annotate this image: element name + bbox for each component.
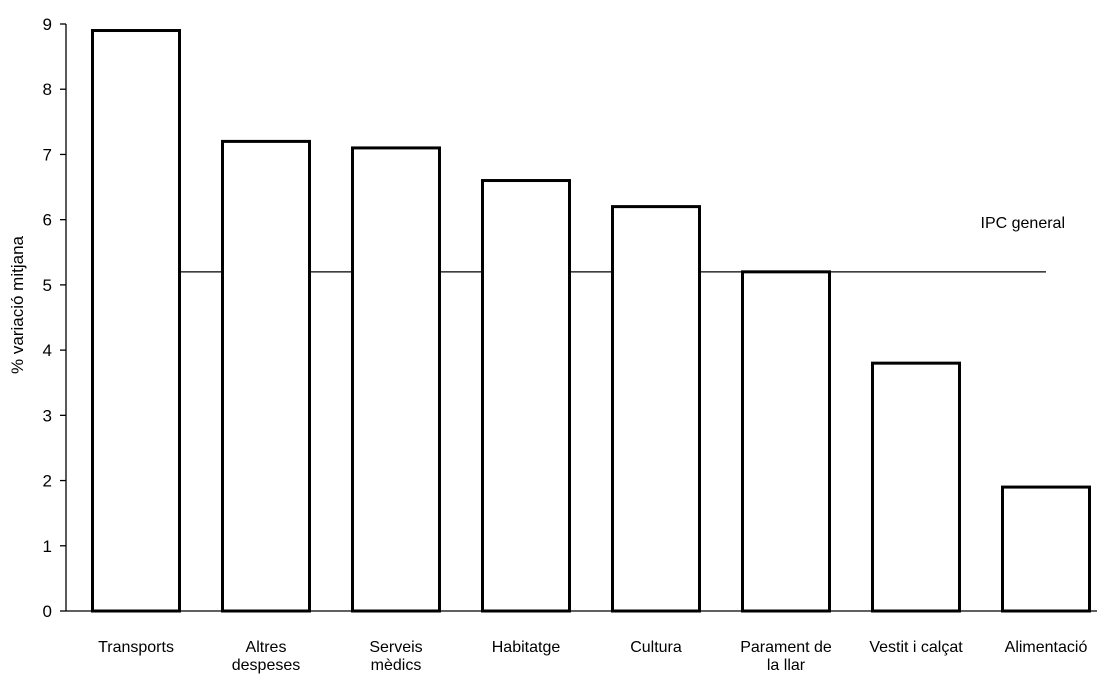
y-tick-label: 9 [43, 15, 52, 34]
x-tick-label: Vestit i calçat [869, 639, 963, 656]
y-tick-label: 4 [43, 341, 52, 360]
bar [741, 270, 831, 613]
x-tick-label: Alimentació [1005, 639, 1088, 656]
y-tick-label: 2 [43, 472, 52, 491]
y-tick-label: 3 [43, 406, 52, 425]
bar [611, 205, 701, 613]
y-tick-label: 8 [43, 80, 52, 99]
bar [91, 29, 181, 613]
x-axis-labels: Transports Altres despeses Serveis mèdics Hab… [98, 639, 1087, 674]
y-axis-label: % variació mitjana [8, 235, 27, 373]
y-tick-label: 5 [43, 276, 52, 295]
bar [1001, 485, 1091, 613]
x-tick-label: Serveis mèdics [369, 639, 422, 674]
ipc-general-label: IPC general [981, 215, 1066, 232]
x-tick-label: Parament de la llar [740, 639, 832, 674]
x-tick-label: Habitatge [492, 639, 561, 656]
bar [481, 179, 571, 613]
bars [91, 29, 1091, 613]
bar [871, 361, 961, 613]
x-tick-label: Cultura [630, 639, 682, 656]
bar [351, 146, 441, 613]
y-tick-label: 6 [43, 211, 52, 230]
bar [221, 139, 311, 613]
y-tick-label: 0 [43, 602, 52, 621]
y-tick-label: 7 [43, 145, 52, 164]
x-tick-label: Altres despeses [232, 639, 301, 674]
y-axis: 0 1 2 3 4 5 6 7 8 9 [43, 15, 67, 621]
y-tick-label: 1 [43, 537, 52, 556]
x-tick-label: Transports [98, 639, 174, 656]
